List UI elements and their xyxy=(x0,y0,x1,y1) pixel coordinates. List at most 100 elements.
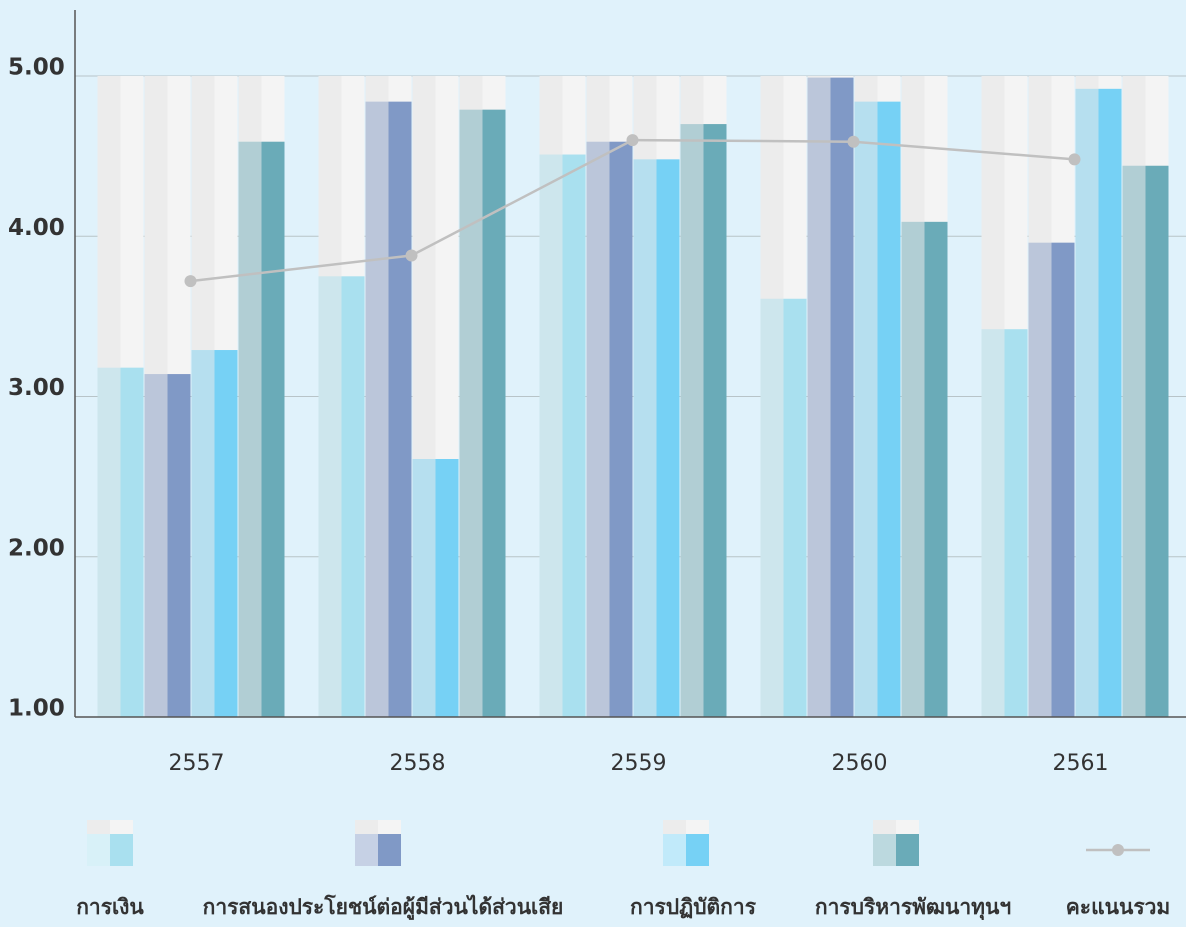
bar-left xyxy=(680,124,704,717)
line-point xyxy=(1068,153,1081,166)
x-tick-label: 2557 xyxy=(169,751,225,776)
track-left xyxy=(318,76,342,717)
legend-label: คะแนนรวม xyxy=(1066,895,1171,919)
legend-track-left xyxy=(355,820,378,834)
bar xyxy=(1004,329,1028,717)
legend-swatch-base xyxy=(87,834,110,866)
track-left xyxy=(586,76,610,717)
x-tick-label: 2560 xyxy=(832,751,888,776)
track-left xyxy=(97,76,121,717)
bar-left xyxy=(901,221,925,717)
line-point xyxy=(847,135,860,148)
x-tick-label: 2559 xyxy=(611,751,667,776)
bar xyxy=(261,141,285,717)
legend-track-right xyxy=(110,820,133,834)
track-left xyxy=(901,76,925,717)
line-point xyxy=(184,275,197,288)
bar-left xyxy=(97,367,121,717)
bar xyxy=(1145,165,1169,718)
bar xyxy=(214,350,238,717)
legend-label: การเงิน xyxy=(76,895,144,919)
track-left xyxy=(191,76,215,717)
track-left xyxy=(807,76,831,717)
x-tick-label: 2561 xyxy=(1053,751,1109,776)
legend-label: การบริหารพัฒนาทุนฯ xyxy=(815,895,1011,921)
bar-left xyxy=(633,159,657,717)
bar-left xyxy=(539,154,563,717)
bar xyxy=(167,374,191,717)
y-tick-label: 1.00 xyxy=(8,696,65,722)
y-tick-label: 5.00 xyxy=(8,55,65,81)
legend-swatch-base xyxy=(873,834,896,866)
legend-swatch-base xyxy=(663,834,686,866)
track-left xyxy=(365,76,389,717)
track-left xyxy=(459,76,483,717)
bar-left xyxy=(586,141,610,717)
bar xyxy=(703,124,727,717)
bar xyxy=(877,101,901,717)
legend-swatch-base xyxy=(355,834,378,866)
track-left xyxy=(539,76,563,717)
legend-swatch xyxy=(686,834,709,866)
bar xyxy=(120,367,144,717)
bar-left xyxy=(144,374,168,717)
line-point xyxy=(626,134,639,147)
bar-left xyxy=(1075,88,1099,717)
x-tick-label: 2558 xyxy=(390,751,446,776)
bar xyxy=(609,141,633,717)
y-tick-label: 4.00 xyxy=(8,215,65,241)
bar xyxy=(830,77,854,718)
bar-left xyxy=(318,276,342,717)
bar xyxy=(783,298,807,717)
bar xyxy=(482,109,506,718)
track-left xyxy=(854,76,878,717)
bar xyxy=(1051,242,1075,717)
bar-left xyxy=(760,298,784,717)
legend-track-left xyxy=(663,820,686,834)
legend-label: การปฏิบัติการ xyxy=(630,895,757,919)
legend-swatch xyxy=(896,834,919,866)
y-tick-label: 3.00 xyxy=(8,375,65,401)
track-left xyxy=(238,76,262,717)
bar xyxy=(924,221,948,717)
legend-swatch-left xyxy=(873,834,896,866)
track-left xyxy=(680,76,704,717)
bar-left xyxy=(807,77,831,718)
bar-left xyxy=(1028,242,1052,717)
track-left xyxy=(760,76,784,717)
bar-left xyxy=(1122,165,1146,718)
legend-track-left xyxy=(873,820,896,834)
bar xyxy=(562,154,586,717)
legend-marker xyxy=(1112,844,1124,856)
legend-swatch xyxy=(378,834,401,866)
legend-track-right xyxy=(896,820,919,834)
legend-swatch-left xyxy=(663,834,686,866)
bar-left xyxy=(854,101,878,717)
track-left xyxy=(981,76,1005,717)
bar-left xyxy=(238,141,262,717)
bar-left xyxy=(981,329,1005,717)
bar-left xyxy=(459,109,483,718)
legend-track-right xyxy=(378,820,401,834)
track-left xyxy=(633,76,657,717)
legend-track-right xyxy=(686,820,709,834)
bar xyxy=(341,276,365,717)
legend-label: การสนองประโยชน์ต่อผู้มีส่วนได้ส่วนเสีย xyxy=(203,894,564,921)
bar xyxy=(1098,88,1122,717)
bar xyxy=(656,159,680,717)
legend-track-left xyxy=(87,820,110,834)
legend-swatch-left xyxy=(355,834,378,866)
bar-left xyxy=(412,458,436,717)
track-left xyxy=(1075,76,1099,717)
legend-swatch xyxy=(110,834,133,866)
track-left xyxy=(144,76,168,717)
bar-left xyxy=(365,101,389,717)
track-left xyxy=(1028,76,1052,717)
bar xyxy=(435,458,459,717)
y-tick-label: 2.00 xyxy=(8,535,65,561)
legend-swatch-left xyxy=(87,834,110,866)
bar xyxy=(388,101,412,717)
line-point xyxy=(405,249,418,262)
bar-left xyxy=(191,350,215,717)
